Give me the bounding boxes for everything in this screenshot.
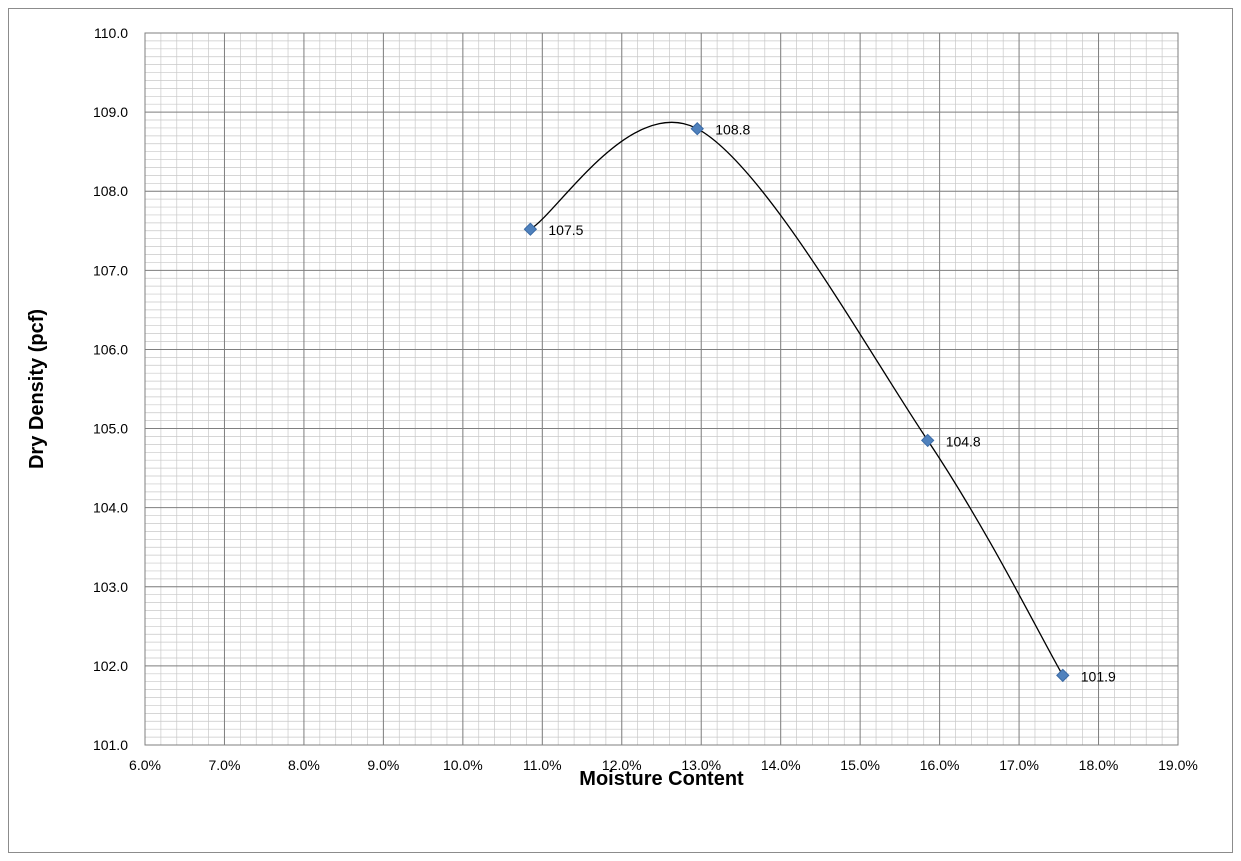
data-points	[523, 122, 1070, 683]
y-tick-label: 103.0	[93, 579, 128, 595]
y-tick-label: 102.0	[93, 658, 128, 674]
x-tick-labels: 6.0% 7.0% 8.0% 9.0% 10.0% 11.0% 12.0% 13.0% 14.0…	[129, 757, 1198, 773]
y-tick-label: 110.0	[94, 25, 128, 41]
x-tick-label: 6.0%	[129, 757, 161, 773]
data-point-marker	[1056, 668, 1070, 683]
data-point-marker	[920, 433, 935, 448]
x-axis-title: Moisture Content	[579, 768, 744, 790]
x-tick-label: 14.0%	[761, 757, 801, 773]
x-tick-label: 10.0%	[443, 757, 483, 773]
y-tick-label: 109.0	[93, 104, 128, 120]
trend-curve	[530, 121, 1064, 676]
chart-frame	[8, 8, 1233, 853]
data-labels: 107.5 108.8 104.8 101.9	[548, 122, 1116, 685]
data-label: 101.9	[1081, 668, 1116, 684]
y-tick-label: 101.0	[93, 737, 128, 753]
x-tick-label: 13.0%	[681, 757, 721, 773]
x-tick-label: 19.0%	[1158, 757, 1198, 773]
y-tick-label: 106.0	[93, 341, 128, 357]
x-tick-label: 7.0%	[209, 757, 241, 773]
data-label: 108.8	[715, 122, 750, 138]
x-tick-label: 17.0%	[999, 757, 1039, 773]
y-tick-label: 104.0	[93, 500, 128, 516]
x-tick-label: 9.0%	[367, 757, 399, 773]
data-point-marker	[690, 122, 704, 136]
data-label: 107.5	[548, 222, 583, 238]
data-label: 104.8	[946, 433, 981, 449]
y-tick-label: 108.0	[93, 183, 128, 199]
x-tick-label: 18.0%	[1079, 757, 1119, 773]
y-axis-title: Dry Density (pcf)	[26, 309, 48, 469]
y-tick-label: 107.0	[93, 262, 128, 278]
x-tick-label: 15.0%	[840, 757, 880, 773]
y-tick-label: 105.0	[93, 421, 128, 437]
data-point-marker	[523, 222, 538, 236]
x-tick-label: 12.0%	[602, 757, 642, 773]
plot-area-border	[144, 32, 1179, 746]
y-tick-labels: 101.0 102.0 103.0 104.0 105.0 106.0 107.0 108.0…	[93, 25, 128, 753]
x-tick-label: 11.0%	[523, 757, 562, 773]
x-tick-label: 8.0%	[288, 757, 320, 773]
x-tick-label: 16.0%	[920, 757, 960, 773]
minor-gridlines	[144, 32, 1179, 746]
